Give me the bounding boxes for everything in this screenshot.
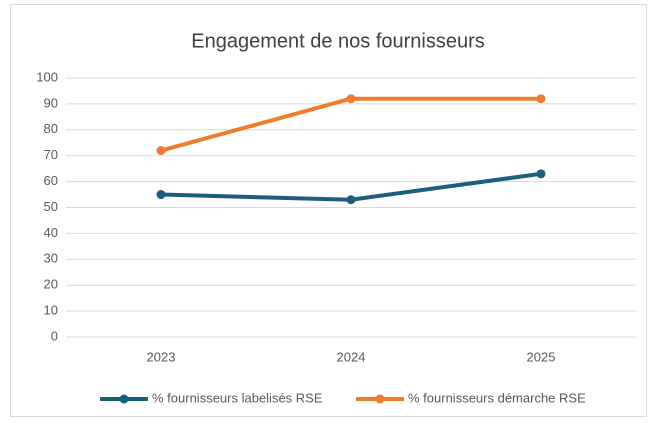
- point: [156, 190, 166, 200]
- y-tick-label: 40: [44, 225, 58, 240]
- y-tick-label: 10: [44, 303, 58, 318]
- point: [536, 169, 546, 179]
- y-tick-label: 90: [44, 95, 58, 110]
- x-tick-label: 2025: [527, 349, 556, 364]
- y-tick-label: 50: [44, 199, 58, 214]
- point: [346, 195, 356, 205]
- y-tick-label: 70: [44, 147, 58, 162]
- point: [156, 146, 166, 156]
- y-tick-label: 0: [51, 328, 58, 343]
- y-tick-label: 80: [44, 121, 58, 136]
- point: [536, 94, 546, 104]
- chart-frame: [10, 4, 647, 417]
- legend-label: % fournisseurs démarche RSE: [408, 390, 586, 405]
- legend-marker: [375, 394, 385, 404]
- y-tick-label: 20: [44, 277, 58, 292]
- legend-marker: [119, 394, 129, 404]
- point: [346, 94, 356, 104]
- legend-label: % fournisseurs labelisés RSE: [152, 390, 323, 405]
- y-tick-label: 60: [44, 173, 58, 188]
- x-tick-label: 2023: [147, 349, 176, 364]
- chart-title: Engagement de nos fournisseurs: [191, 30, 485, 52]
- x-tick-label: 2024: [337, 349, 366, 364]
- y-tick-label: 30: [44, 251, 58, 266]
- y-tick-label: 100: [36, 69, 58, 84]
